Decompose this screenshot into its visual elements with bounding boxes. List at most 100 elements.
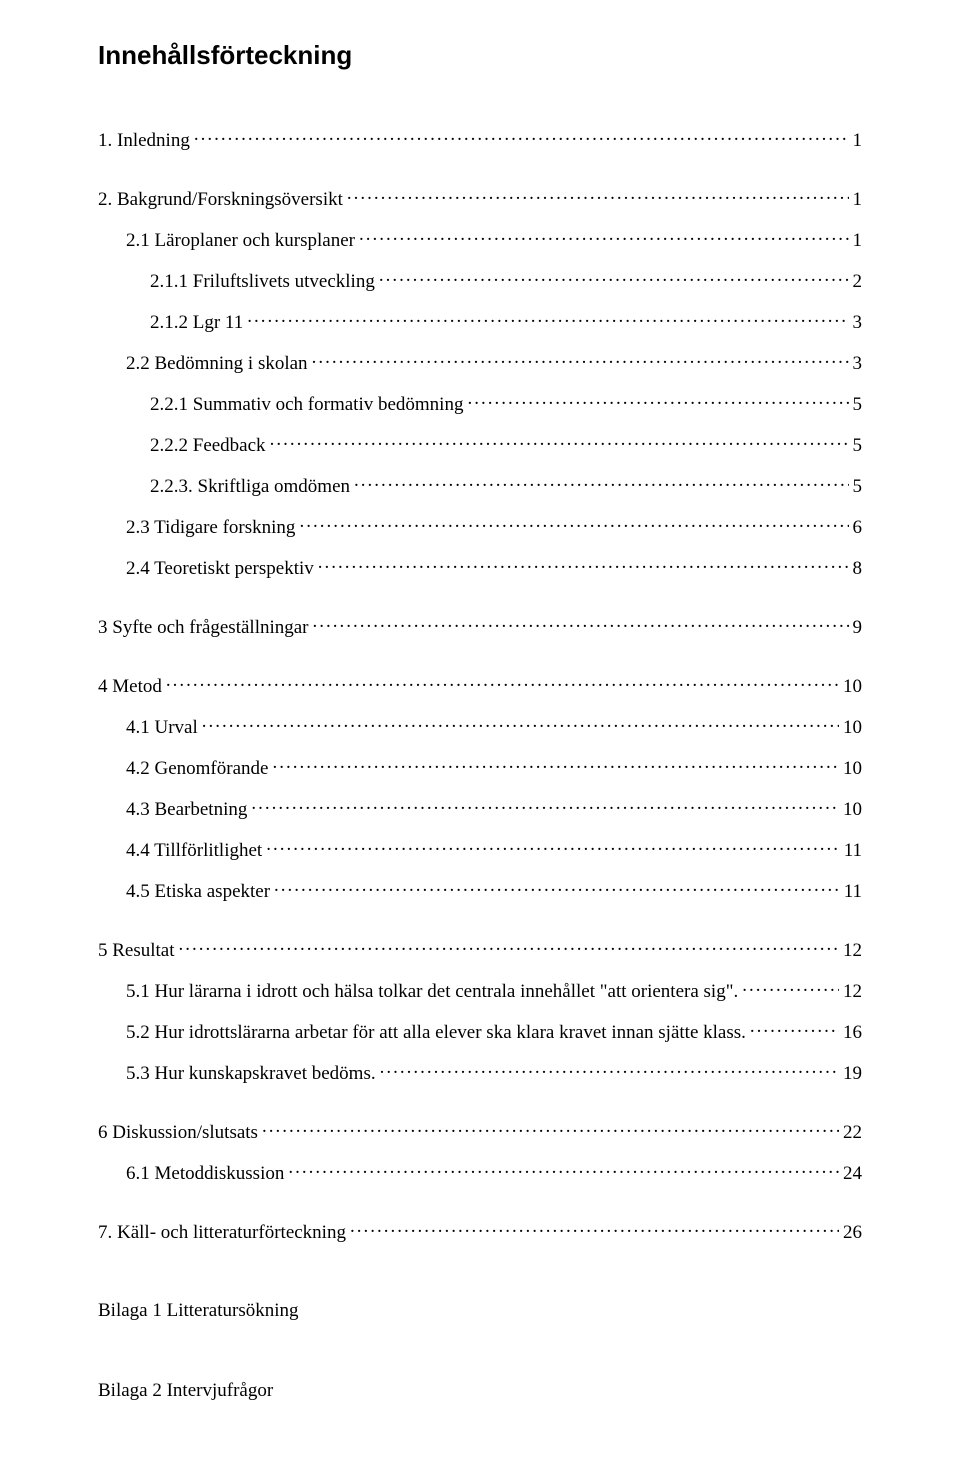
toc-page: 2 <box>853 272 863 291</box>
toc-entry: 2.1.1 Friluftslivets utveckling 2 <box>98 268 862 291</box>
toc-leader <box>347 186 849 205</box>
table-of-contents: 1. Inledning 12. Bakgrund/Forskningsöver… <box>98 127 862 1242</box>
toc-leader <box>270 432 849 451</box>
toc-leader <box>313 614 849 633</box>
toc-leader <box>312 350 849 369</box>
toc-page: 5 <box>853 436 863 455</box>
toc-entry: 5 Resultat 12 <box>98 937 862 960</box>
toc-leader <box>202 714 839 733</box>
toc-label: 2.2 Bedömning i skolan <box>126 354 308 373</box>
toc-label: 2.1 Läroplaner och kursplaner <box>126 231 355 250</box>
toc-page: 1 <box>853 231 863 250</box>
toc-label: 2.1.1 Friluftslivets utveckling <box>150 272 375 291</box>
toc-entry: 2.2 Bedömning i skolan 3 <box>98 350 862 373</box>
toc-leader <box>251 796 839 815</box>
toc-leader <box>750 1019 839 1038</box>
toc-label: 2.2.1 Summativ och formativ bedömning <box>150 395 463 414</box>
toc-entry: 4.4 Tillförlitlighet 11 <box>98 837 862 860</box>
toc-page: 10 <box>843 759 862 778</box>
toc-page: 24 <box>843 1164 862 1183</box>
toc-page: 11 <box>844 841 862 860</box>
toc-leader <box>288 1160 839 1179</box>
toc-entry: 5.2 Hur idrottslärarna arbetar för att a… <box>98 1019 862 1042</box>
toc-label: 3 Syfte och frågeställningar <box>98 618 309 637</box>
toc-page: 22 <box>843 1123 862 1142</box>
page-title: Innehållsförteckning <box>98 40 862 71</box>
toc-label: 2.2.3. Skriftliga omdömen <box>150 477 350 496</box>
toc-entry: 4.3 Bearbetning 10 <box>98 796 862 819</box>
appendix-entry: Bilaga 1 Litteratursökning <box>98 1300 862 1322</box>
toc-label: 2.3 Tidigare forskning <box>126 518 295 537</box>
toc-page: 26 <box>843 1223 862 1242</box>
toc-leader <box>274 878 840 897</box>
toc-entry: 2.1.2 Lgr 11 3 <box>98 309 862 332</box>
toc-entry: 4.2 Genomförande 10 <box>98 755 862 778</box>
toc-page: 19 <box>843 1064 862 1083</box>
toc-label: 6 Diskussion/slutsats <box>98 1123 258 1142</box>
appendix-section: Bilaga 1 Litteratursökning Bilaga 2 Inter… <box>98 1300 862 1402</box>
toc-page: 9 <box>853 618 863 637</box>
toc-label: 4.2 Genomförande <box>126 759 268 778</box>
toc-page: 5 <box>853 477 863 496</box>
toc-label: 2. Bakgrund/Forskningsöversikt <box>98 190 343 209</box>
toc-leader <box>379 268 849 287</box>
toc-page: 16 <box>843 1023 862 1042</box>
toc-label: 1. Inledning <box>98 131 190 150</box>
toc-leader <box>179 937 839 956</box>
toc-label: 7. Käll- och litteraturförteckning <box>98 1223 346 1242</box>
toc-page: 10 <box>843 677 862 696</box>
toc-label: 5.1 Hur lärarna i idrott och hälsa tolka… <box>126 982 738 1001</box>
toc-entry: 3 Syfte och frågeställningar 9 <box>98 614 862 637</box>
toc-page: 5 <box>853 395 863 414</box>
toc-leader <box>272 755 839 774</box>
toc-leader <box>467 391 848 410</box>
toc-label: 4 Metod <box>98 677 162 696</box>
toc-leader <box>262 1119 839 1138</box>
toc-page: 12 <box>843 941 862 960</box>
toc-leader <box>266 837 840 856</box>
toc-entry: 5.1 Hur lärarna i idrott och hälsa tolka… <box>98 978 862 1001</box>
toc-label: 5.2 Hur idrottslärarna arbetar för att a… <box>126 1023 746 1042</box>
toc-label: 2.4 Teoretiskt perspektiv <box>126 559 314 578</box>
toc-leader <box>350 1219 839 1238</box>
toc-label: 4.1 Urval <box>126 718 198 737</box>
toc-leader <box>318 555 849 574</box>
toc-entry: 2.2.1 Summativ och formativ bedömning 5 <box>98 391 862 414</box>
toc-entry: 4.5 Etiska aspekter 11 <box>98 878 862 901</box>
toc-entry: 4.1 Urval 10 <box>98 714 862 737</box>
toc-leader <box>354 473 848 492</box>
toc-page: 12 <box>843 982 862 1001</box>
toc-page: 3 <box>853 354 863 373</box>
toc-entry: 2. Bakgrund/Forskningsöversikt 1 <box>98 186 862 209</box>
toc-leader <box>247 309 848 328</box>
toc-label: 5 Resultat <box>98 941 175 960</box>
toc-entry: 2.2.2 Feedback 5 <box>98 432 862 455</box>
toc-leader <box>299 514 848 533</box>
toc-leader <box>359 227 849 246</box>
toc-page: 10 <box>843 718 862 737</box>
toc-page: 10 <box>843 800 862 819</box>
toc-entry: 2.4 Teoretiskt perspektiv 8 <box>98 555 862 578</box>
toc-label: 4.5 Etiska aspekter <box>126 882 270 901</box>
toc-page: 11 <box>844 882 862 901</box>
toc-entry: 1. Inledning 1 <box>98 127 862 150</box>
toc-page: 6 <box>853 518 863 537</box>
toc-entry: 6 Diskussion/slutsats 22 <box>98 1119 862 1142</box>
toc-label: 6.1 Metoddiskussion <box>126 1164 284 1183</box>
toc-label: 4.4 Tillförlitlighet <box>126 841 262 860</box>
toc-entry: 6.1 Metoddiskussion 24 <box>98 1160 862 1183</box>
toc-leader <box>166 673 839 692</box>
toc-leader <box>742 978 839 997</box>
appendix-entry: Bilaga 2 Intervjufrågor <box>98 1380 862 1402</box>
toc-entry: 2.1 Läroplaner och kursplaner 1 <box>98 227 862 250</box>
toc-page: 8 <box>853 559 863 578</box>
toc-label: 2.2.2 Feedback <box>150 436 266 455</box>
toc-page: 1 <box>853 190 863 209</box>
toc-entry: 4 Metod 10 <box>98 673 862 696</box>
toc-entry: 7. Käll- och litteraturförteckning 26 <box>98 1219 862 1242</box>
toc-leader <box>380 1060 839 1079</box>
toc-entry: 5.3 Hur kunskapskravet bedöms. 19 <box>98 1060 862 1083</box>
toc-label: 5.3 Hur kunskapskravet bedöms. <box>126 1064 376 1083</box>
toc-leader <box>194 127 849 146</box>
toc-page: 3 <box>853 313 863 332</box>
